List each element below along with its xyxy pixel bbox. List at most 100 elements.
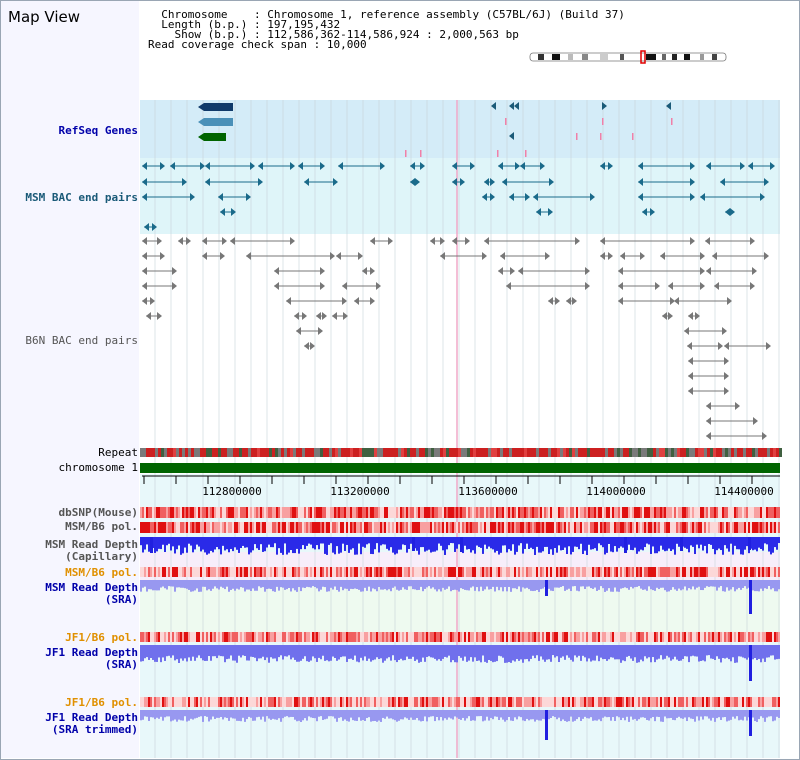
jf1-trimmed-depth-bar — [396, 710, 398, 722]
msm-b6-pol-2-heat-cell — [600, 567, 602, 577]
msm-capillary-depth-bar — [578, 537, 580, 550]
jf1-b6-pol-2-heat-cell — [714, 697, 716, 707]
jf1-b6-pol-heat-cell — [246, 632, 248, 642]
jf1-b6-pol-2-heat-cell — [514, 697, 516, 707]
jf1-b6-pol-2-heat-cell — [728, 697, 730, 707]
msm-sra-depth-bar — [488, 580, 490, 590]
msm-sra-depth-bar — [222, 580, 224, 588]
msm-sra-depth-bar — [520, 580, 522, 592]
jf1-b6-pol-2-heat-cell — [526, 697, 528, 707]
track-label-msm-bac[interactable]: MSM BAC end pairs — [25, 191, 138, 204]
msm-b6-pol-2-heat-cell — [576, 567, 578, 577]
msm-b6-pol-2-heat-cell — [330, 567, 332, 577]
track-label-dbsnp[interactable]: dbSNP(Mouse) — [58, 506, 138, 519]
jf1-b6-pol-2-heat-cell — [498, 697, 500, 707]
dbsnp-heat-cell — [404, 507, 406, 518]
msm-sra-depth-bar — [366, 580, 368, 591]
repeat-segment — [371, 448, 374, 457]
track-label-msm-b6-pol-2[interactable]: MSM/B6 pol. — [65, 566, 138, 579]
msm-sra-depth-bar — [390, 580, 392, 592]
jf1-b6-pol-2-heat-cell — [154, 697, 156, 707]
repeat-segment — [650, 448, 653, 457]
jf1-b6-pol-2-heat-cell — [532, 697, 534, 707]
track-label-b6n-bac[interactable]: B6N BAC end pairs — [25, 334, 138, 347]
jf1-b6-pol-heat-cell — [638, 632, 640, 642]
msm-sra-depth-bar — [316, 580, 318, 589]
dbsnp-heat-cell — [678, 507, 680, 518]
dbsnp-heat-cell — [274, 507, 276, 518]
jf1-b6-pol-2-heat-cell — [648, 697, 650, 707]
msm-capillary-depth-bar — [666, 537, 668, 551]
b6n-bac-pair-end — [690, 237, 695, 245]
repeat-segment — [488, 448, 491, 457]
msm-sra-depth-bar — [332, 580, 334, 590]
jf1-b6-pol-2-heat-cell — [282, 697, 284, 707]
dbsnp-heat-cell — [546, 507, 548, 518]
jf1-trimmed-depth-bar — [746, 710, 748, 721]
dbsnp-heat-cell — [702, 507, 704, 518]
dbsnp-heat-cell — [634, 507, 636, 518]
msm-b6-pol-heat-cell — [318, 522, 320, 533]
track-label-jf1-depth-sra[interactable]: JF1 Read Depth — [45, 646, 138, 659]
repeat-segment — [434, 448, 437, 457]
jf1-b6-pol-2-heat-cell — [662, 697, 664, 707]
msm-b6-pol-2-heat-cell — [704, 567, 706, 577]
repeat-segment — [665, 448, 668, 457]
jf1-sra-depth-bar — [526, 645, 528, 660]
msm-b6-pol-2-heat-cell — [756, 567, 758, 577]
track-label-refseq[interactable]: RefSeq Genes — [58, 124, 138, 137]
msm-capillary-depth-bar — [458, 537, 460, 545]
jf1-sra-depth-bar — [310, 645, 312, 661]
region-info: Chromosome : Chromosome 1, reference ass… — [148, 8, 625, 51]
track-label-msm-depth-capillary[interactable]: MSM Read Depth — [45, 538, 138, 551]
jf1-b6-pol-2-heat-cell — [642, 697, 644, 707]
msm-capillary-depth-bar — [194, 537, 196, 550]
repeat-segment — [632, 448, 635, 457]
jf1-b6-pol-heat-cell — [576, 632, 578, 642]
jf1-b6-pol-2-heat-cell — [554, 697, 556, 707]
msm-sra-depth-bar — [596, 580, 598, 591]
jf1-sra-depth-bar — [292, 645, 294, 658]
msm-capillary-depth-bar — [776, 537, 778, 550]
b6n-bac-pair-end — [310, 342, 315, 350]
repeat-segment — [395, 448, 398, 457]
msm-b6-pol-2-heat-cell — [232, 567, 234, 577]
msm-capillary-depth-bar — [614, 537, 616, 547]
msm-b6-pol-2-heat-cell — [694, 567, 696, 577]
track-label-msm-depth-sra[interactable]: MSM Read Depth — [45, 581, 138, 594]
jf1-sra-depth-bar — [522, 645, 524, 663]
dbsnp-heat-cell — [458, 507, 460, 518]
jf1-b6-pol-heat-cell — [470, 632, 472, 642]
jf1-trimmed-depth-bar — [636, 710, 638, 721]
jf1-trimmed-depth-bar — [452, 710, 454, 720]
repeat-segment — [335, 448, 338, 457]
jf1-trimmed-depth-bar — [192, 710, 194, 720]
msm-sra-depth-bar — [370, 580, 372, 592]
jf1-b6-pol-2-heat-cell — [184, 697, 186, 707]
msm-sra-depth-bar — [396, 580, 398, 590]
jf1-b6-pol-heat-cell — [658, 632, 660, 642]
jf1-b6-pol-2-heat-cell — [730, 697, 732, 707]
msm-sra-depth-bar — [272, 580, 274, 592]
track-label-jf1-b6-pol-2[interactable]: JF1/B6 pol. — [65, 696, 138, 709]
track-label-jf1-b6-pol-1[interactable]: JF1/B6 pol. — [65, 631, 138, 644]
msm-capillary-depth-bar — [694, 537, 696, 555]
jf1-sra-depth-bar — [172, 645, 174, 656]
msm-capillary-depth-bar — [482, 537, 484, 554]
msm-b6-pol-2-heat-cell — [292, 567, 294, 577]
jf1-b6-pol-heat-cell — [304, 632, 306, 642]
dbsnp-heat-cell — [520, 507, 522, 518]
msm-b6-pol-2-heat-cell — [526, 567, 528, 577]
track-label-msm-b6-pol-1[interactable]: MSM/B6 pol. — [65, 520, 138, 533]
b6n-bac-pair-end — [330, 252, 335, 260]
repeat-segment — [509, 448, 512, 457]
repeat-segment — [404, 448, 407, 457]
jf1-sra-depth-bar — [678, 645, 680, 661]
msm-b6-pol-2-heat-cell — [734, 567, 736, 577]
msm-capillary-depth-bar — [432, 537, 434, 552]
jf1-sra-depth-bar — [590, 645, 592, 662]
track-label-jf1-depth-trimmed[interactable]: JF1 Read Depth — [45, 711, 138, 724]
msm-b6-pol-heat-cell — [506, 522, 508, 533]
msm-b6-pol-heat-cell — [428, 522, 430, 533]
